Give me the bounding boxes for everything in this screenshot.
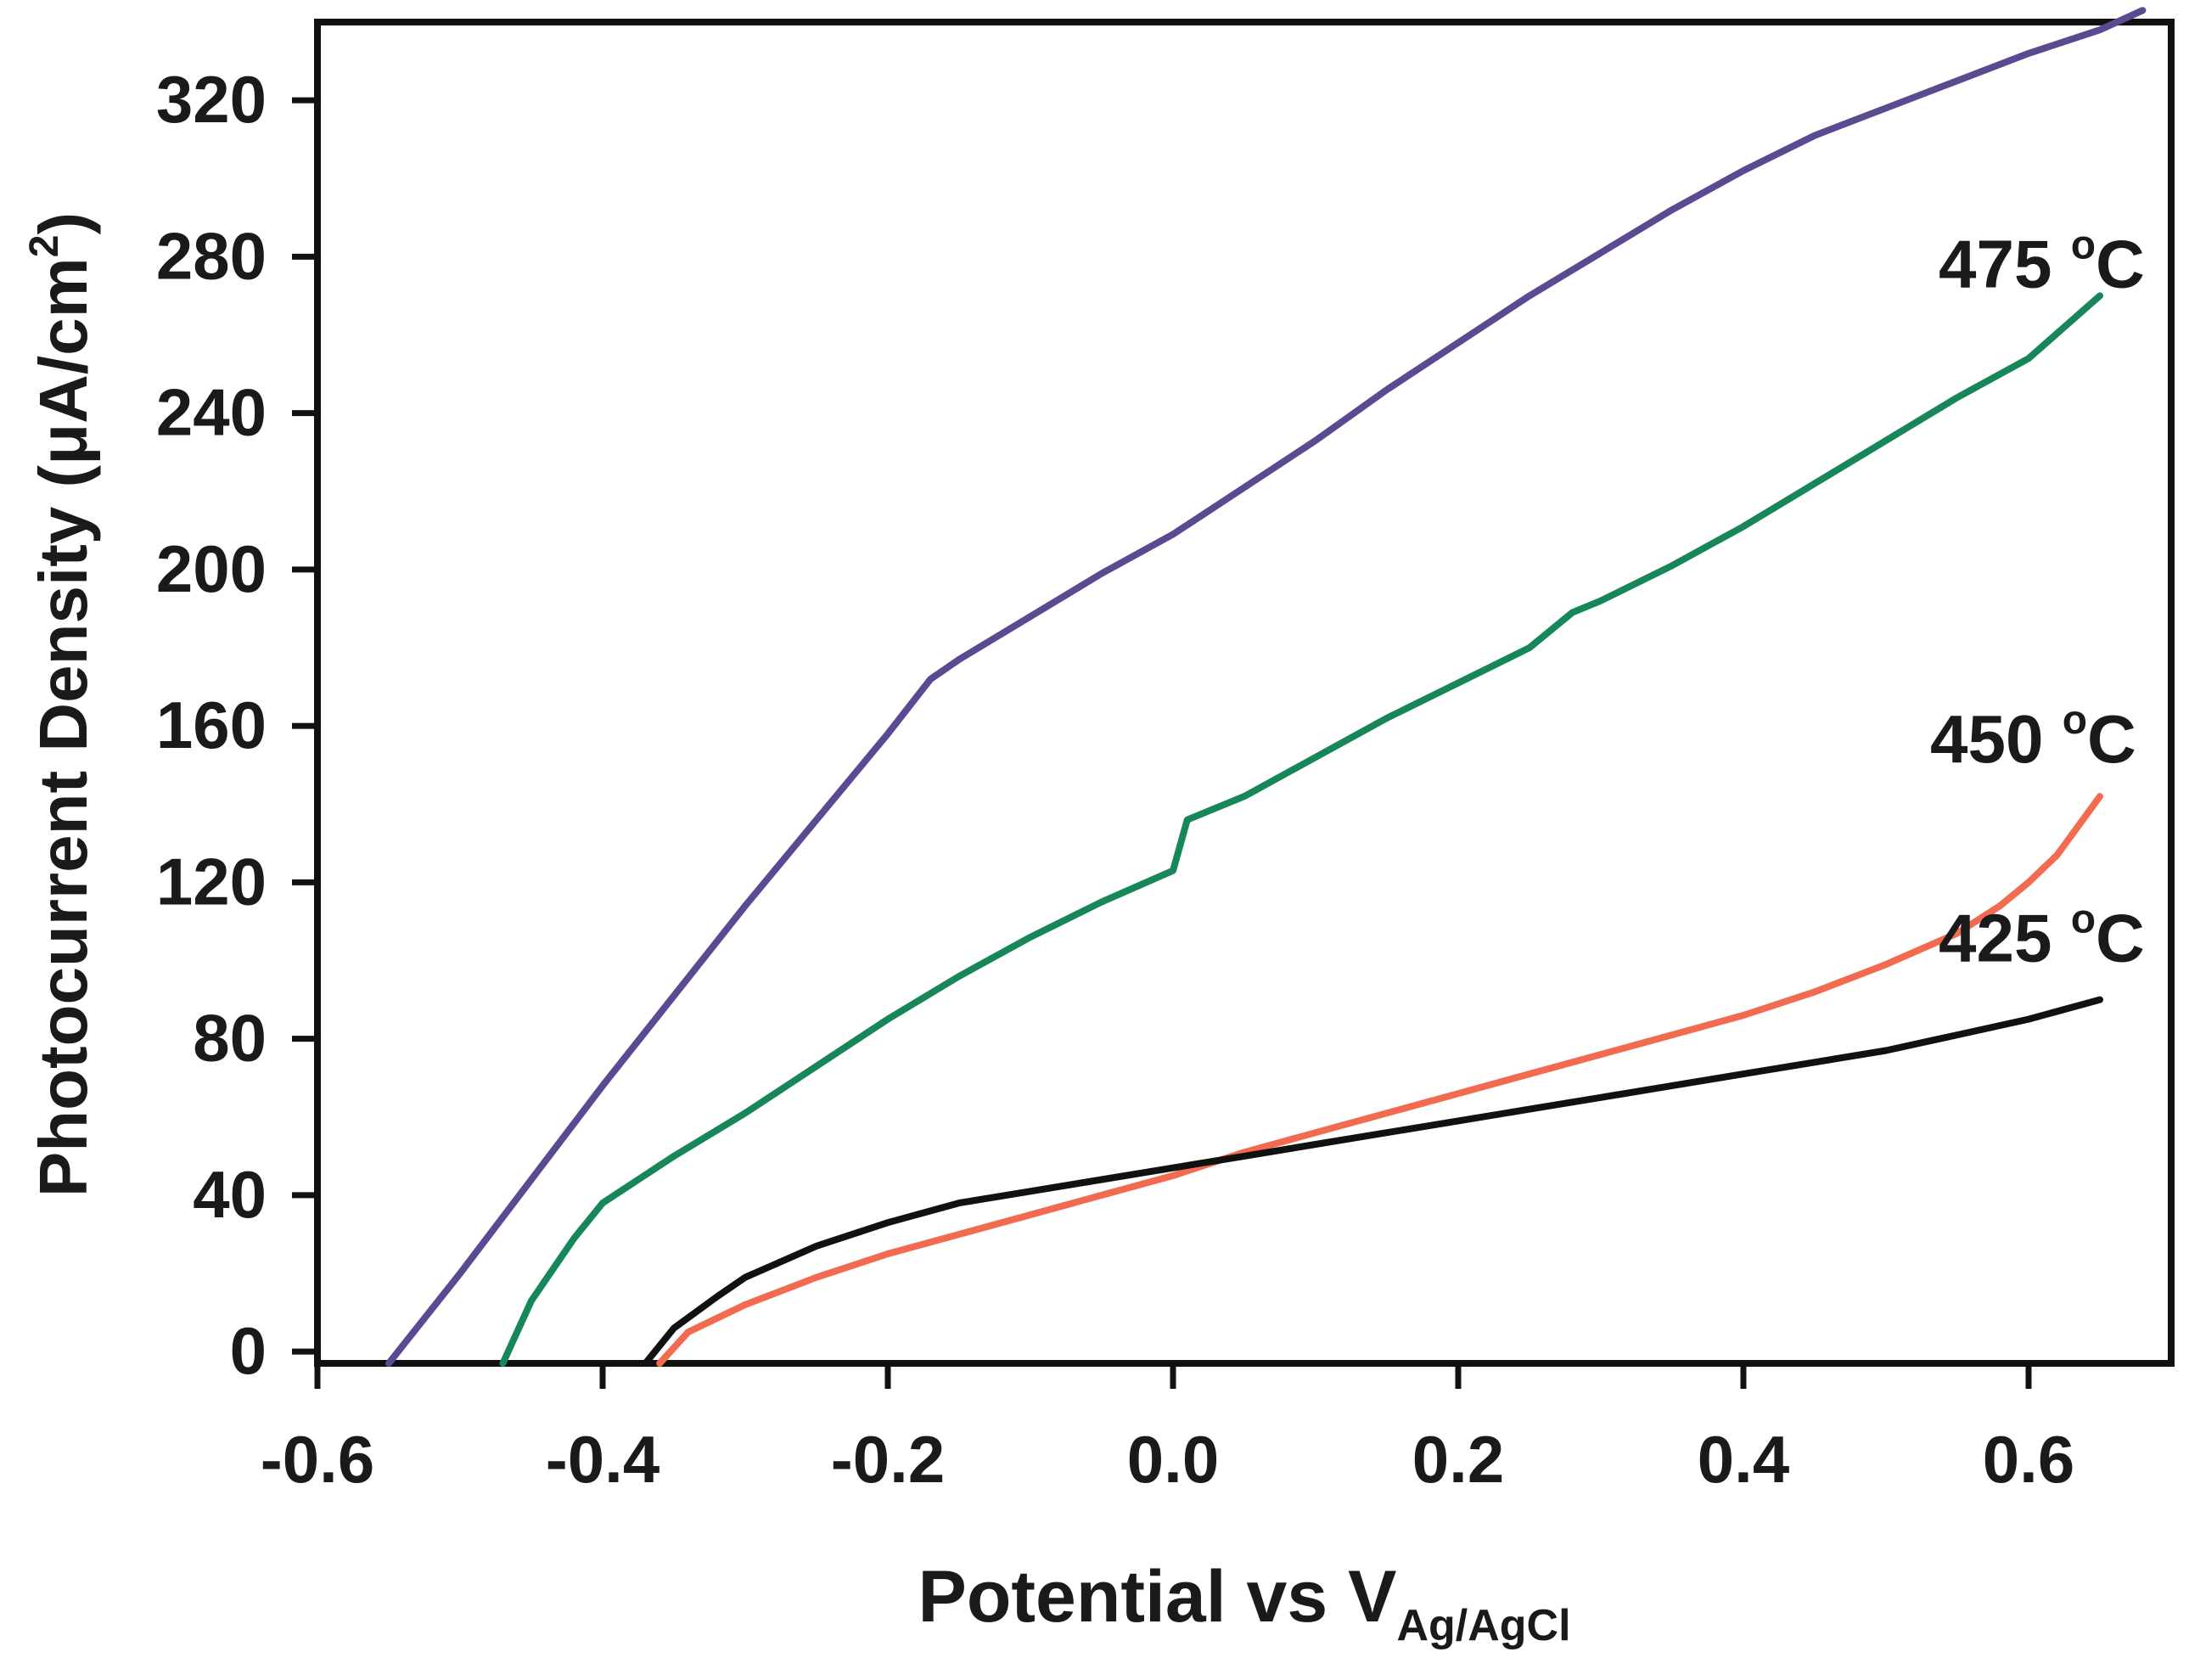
x-tick-label: 0.4 bbox=[1698, 1422, 1789, 1497]
y-axis-label-main: Photocurrent Density (μA/cm bbox=[25, 257, 101, 1197]
plot-frame bbox=[314, 19, 2175, 1367]
series-line-475 bbox=[499, 292, 2103, 1367]
y-tick-label: 320 bbox=[156, 62, 267, 137]
y-tick-label: 280 bbox=[156, 218, 267, 293]
x-tick-label: 0.2 bbox=[1412, 1422, 1504, 1497]
x-tick-label: -0.2 bbox=[831, 1422, 945, 1497]
x-tick-label: -0.4 bbox=[546, 1422, 660, 1497]
series-label-unit: C bbox=[2087, 701, 2136, 777]
series-label-value: 475 bbox=[1939, 226, 2071, 301]
series-label-degree: o bbox=[2071, 897, 2096, 942]
y-tick-label: 120 bbox=[156, 844, 267, 919]
y-tick-label: 40 bbox=[193, 1157, 267, 1232]
x-tick-label: 0.6 bbox=[1983, 1422, 2074, 1497]
x-axis-label-main: Potential vs V bbox=[918, 1556, 1396, 1638]
series-label-value: 425 bbox=[1939, 901, 2071, 976]
series-line-500 bbox=[385, 7, 2147, 1367]
y-tick-label: 240 bbox=[156, 375, 267, 450]
series-label-unit: C bbox=[2096, 901, 2145, 976]
y-tick-label: 80 bbox=[193, 1001, 267, 1076]
plot-series bbox=[385, 7, 2147, 1367]
series-label-degree: o bbox=[2063, 698, 2087, 743]
series-line-425 bbox=[642, 996, 2103, 1367]
x-axis: -0.6 -0.4 -0.2 0.0 0.2 0.4 0.6 bbox=[261, 1363, 2074, 1497]
series-label-unit: C bbox=[2096, 226, 2145, 301]
x-tick-label: 0.0 bbox=[1127, 1422, 1219, 1497]
y-tick-label: 0 bbox=[230, 1313, 267, 1388]
y-axis-label: Photocurrent Density (μA/cm2) bbox=[22, 212, 101, 1197]
y-tick-label: 200 bbox=[156, 531, 267, 606]
x-axis-label: Potential vs VAg/AgCl bbox=[918, 1556, 1570, 1650]
y-axis-label-tail: ) bbox=[25, 212, 101, 235]
series-line-450 bbox=[656, 793, 2103, 1367]
y-axis-label-superscript: 2 bbox=[22, 235, 67, 258]
series-label-value: 450 bbox=[1930, 701, 2063, 777]
x-axis-label-subscript: Ag/AgCl bbox=[1396, 1601, 1570, 1650]
series-label: 450 oC bbox=[1930, 698, 2136, 777]
series-label-degree: o bbox=[2071, 222, 2096, 267]
series-label: 425 oC bbox=[1939, 897, 2145, 976]
y-axis: 0 40 80 120 160 200 240 280 320 bbox=[156, 62, 317, 1388]
x-tick-label: -0.6 bbox=[261, 1422, 374, 1497]
y-tick-label: 160 bbox=[156, 688, 267, 762]
series-label: 475 oC bbox=[1939, 222, 2145, 301]
